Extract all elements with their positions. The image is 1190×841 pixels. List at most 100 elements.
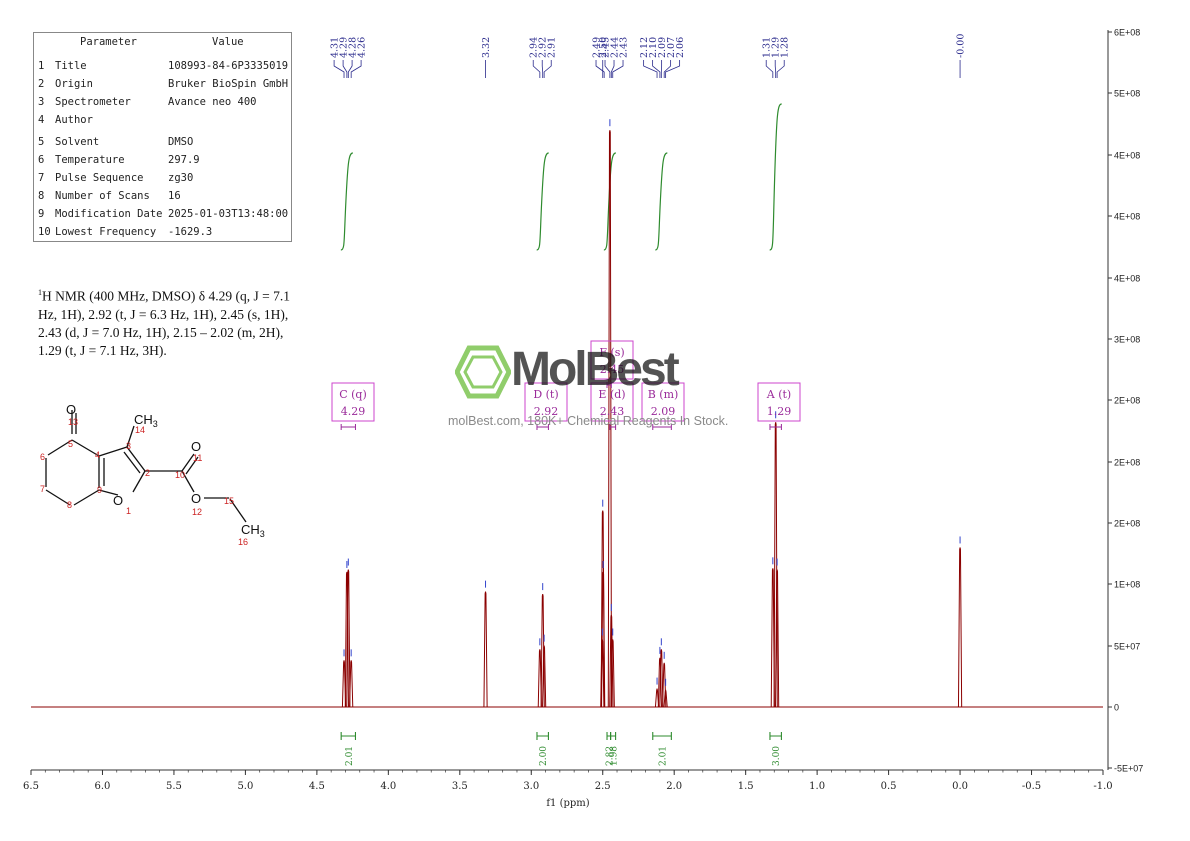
peak-label: 1.29 [771,37,782,58]
multiplet-shift: 4.29 [341,405,366,418]
multiplet-letter: E (d) [598,388,625,401]
y-tick-label: 4E+08 [1114,212,1140,222]
atom-num-5: 5 [68,439,73,449]
param-value: Bruker BioSpin GmbH [168,78,289,90]
x-axis: 6.5 6.0 5.5 5.0 4.5 4.0 3.5 3.0 2.5 2.0 1.5 1.0 0.5 0… [23,769,1113,809]
param-value: 108993-84-6P3335019 [168,60,289,72]
spectrum-peak [601,571,606,708]
y-tick-label: 1E+08 [1114,580,1140,590]
integral-range [340,732,357,740]
x-tick-label: 1.5 [738,781,754,792]
atom-num-9: 9 [97,485,102,495]
molecule-structure [45,410,247,523]
peak-label-connector [532,60,541,78]
bond-c3-c2-double [123,451,141,474]
bond-c8-c9 [73,489,100,506]
multiplet-shift: 2.43 [600,405,625,418]
ch3-16-main: CH [241,522,260,537]
ch3-16-sub: 3 [260,529,265,539]
multiplet-box [590,382,634,422]
atom-o11: O [191,439,201,454]
spectrum-peak [542,645,547,708]
y-axis: 6E+08 5E+08 4E+08 4E+08 4E+08 3E+08 2E+08 2E+08… [1107,28,1143,774]
spectrum-peak [349,660,354,708]
x-tick-label: 5.0 [237,781,253,792]
param-num: 2 [38,78,45,90]
peak-label-connector [350,60,362,78]
x-tick-label: 6.0 [95,781,111,792]
multiplet-box [641,382,685,422]
multiplet-range [609,424,617,430]
y-tick-label: 5E+08 [1114,89,1140,99]
param-name: Temperature [55,154,125,166]
param-name: Solvent [55,136,100,148]
integral-value: 1.98 [610,746,620,766]
y-tick-label: 0 [1114,703,1119,713]
integral-value: 2.01 [345,746,355,766]
y-tick-label: 2E+08 [1114,458,1140,468]
ch3-14-sub: 3 [153,419,158,429]
nmr-description-superscript: 1 [38,288,42,297]
peak-label: 1.31 [762,37,773,58]
atom-num-3: 3 [126,441,131,451]
peak-label-connector [333,60,345,78]
multiplet-range [652,424,672,430]
spectrum-peak [600,639,605,708]
peak-label: 2.92 [538,37,549,58]
integral-value: 3.00 [772,746,782,766]
parameter-row: 3 Spectrometer Avance neo 400 [38,96,293,112]
peak-label: 4.31 [330,37,341,58]
peak-label-connector [610,60,615,78]
nmr-description: 1H NMR (400 MHz, DMSO) δ 4.29 (q, J = 7.… [38,284,298,360]
integral-curves [340,103,782,251]
peak-label: 2.94 [529,37,540,58]
integral-range [652,732,672,740]
x-tick-label: 6.5 [23,781,39,792]
spectrum-trace [341,130,963,708]
peak-label: 4.26 [357,37,368,58]
peak-label: 4.29 [339,37,350,58]
x-tick-label: 4.0 [380,781,396,792]
x-tick-label: -1.0 [1093,781,1112,792]
x-tick-label: -0.5 [1022,781,1041,792]
spectrum-peak [659,649,664,708]
peak-label-connector [663,60,672,78]
ch3-14-main: CH [134,412,153,427]
param-name: Number of Scans [55,190,150,202]
parameter-row: 7 Pulse Sequence zg30 [38,172,293,188]
multiplet-box [524,382,568,422]
integral-value: 2.82 [605,746,615,766]
peak-label-connector [612,60,624,78]
peak-label: 1.28 [780,37,791,58]
param-header-name: Parameter [80,36,137,48]
peak-label-connector [595,60,605,78]
param-name: Lowest Frequency [55,226,157,238]
peak-label: 2.49 [592,37,603,58]
peak-label: 2.06 [675,37,686,58]
y-tick-label: 4E+08 [1114,151,1140,161]
peak-label: 2.50 [598,37,609,58]
y-tick-label: 3E+08 [1114,335,1140,345]
param-num: 3 [38,96,45,108]
peak-labels: 4.314.294.284.26 3.32 2.942.922.91 2.502.49… [330,34,967,78]
parameter-row: 6 Temperature 297.9 [38,154,293,170]
peak-label: 2.09 [657,37,668,58]
atom-num-14: 14 [135,425,145,435]
parameter-row: 4 Author [38,114,293,130]
multiplet-letter: F (s) [599,346,624,359]
peak-label: 2.91 [547,37,558,58]
multiplet-range [536,424,549,430]
multiplet-letter: A (t) [766,388,791,401]
atom-num-10: 10 [175,470,185,480]
spectrum-peak [607,130,612,708]
atom-num-7: 7 [40,484,45,494]
spectrum-peak [663,689,668,708]
spectrum-peak [957,547,963,708]
y-tick-label: 2E+08 [1114,519,1140,529]
peak-label-connector [643,60,658,78]
x-tick-label: 0.5 [881,781,897,792]
param-name: Modification Date [55,208,163,220]
multiplet-range [769,424,782,430]
x-tick-label: 3.0 [523,781,539,792]
parameter-row: 1 Title 108993-84-6P3335019 [38,60,293,76]
